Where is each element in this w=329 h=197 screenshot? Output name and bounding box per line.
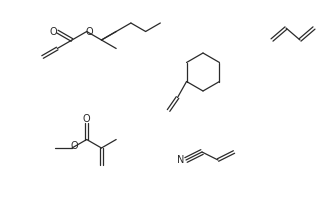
Text: N: N: [177, 155, 185, 165]
Text: O: O: [86, 27, 93, 36]
Text: O: O: [49, 27, 57, 36]
Text: O: O: [70, 141, 78, 151]
Text: O: O: [83, 113, 90, 124]
